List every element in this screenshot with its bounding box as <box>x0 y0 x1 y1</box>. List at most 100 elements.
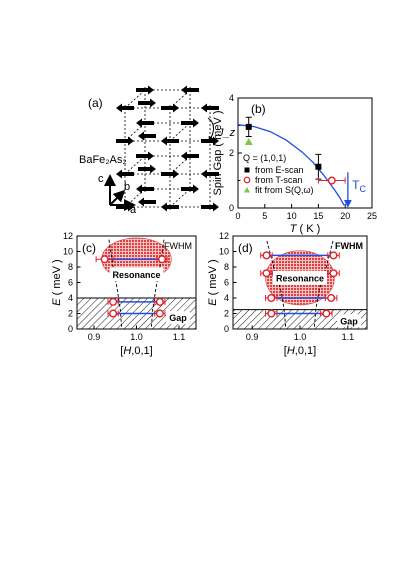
x-tick-label: 0.9 <box>88 332 101 342</box>
resonance-label: Resonance <box>276 273 324 283</box>
legend-label: from T-scan <box>255 175 302 185</box>
y-tick-label: 0 <box>229 203 234 213</box>
spin-arrow-head <box>116 103 122 113</box>
legend-marker-square <box>244 167 250 173</box>
x-tick-label: 1.0 <box>130 332 143 342</box>
x-tick-label: 10 <box>287 211 297 221</box>
dispersion-curve <box>108 239 123 327</box>
legend-header: Q = (1,0,1) <box>243 153 286 163</box>
fwhm-label: FWHM <box>164 241 192 251</box>
fwhm-label: FWHM <box>335 241 363 251</box>
data-point-triangle <box>244 138 253 145</box>
panel-d-dispersion-chart: Resonance Gap 0 2 4 6 8 10 12 0.9 1.0 1.1 (d) FWHM E (… <box>207 231 368 357</box>
fwhm-point <box>267 294 276 303</box>
fwhm-point <box>109 297 118 306</box>
spin-arrow-head <box>161 136 167 146</box>
panel-a-label: (a) <box>88 96 103 110</box>
gap-label: Gap <box>340 316 358 326</box>
legend-marker-circle <box>243 176 251 184</box>
spin-arrow-head <box>136 118 142 128</box>
fwhm-point <box>157 255 166 264</box>
y-tick-label: 0 <box>224 324 229 334</box>
axes-indicator: c b a <box>98 173 137 216</box>
panel-b-label: (b) <box>251 102 266 116</box>
gap-label-box <box>337 314 361 328</box>
panel-c-dispersion-chart: Resonance Gap 0 2 4 6 8 10 12 0.9 1.0 1.1 (c) FWHM E (… <box>51 231 197 357</box>
spin-arrow-head <box>150 164 156 174</box>
y-tick-label: 0 <box>68 324 73 334</box>
dispersion-curve <box>266 238 287 327</box>
spin-arrow-head <box>181 85 187 95</box>
x-axis-label: [H,0,1] <box>284 345 316 357</box>
y-axis-label: E ( meV ) <box>51 259 63 305</box>
spin-arrow-head <box>150 98 156 108</box>
resonance-label-box <box>109 267 164 282</box>
a-axis-label: a <box>130 204 137 216</box>
fwhm-point <box>262 269 271 278</box>
legend-label: from E-scan <box>255 165 304 175</box>
panel-b-ticks: 0 5 10 15 20 25 0 2 4 <box>229 93 377 221</box>
x-tick-label: 1.1 <box>342 332 355 342</box>
y-tick-label: 6 <box>68 278 73 288</box>
y-tick-label: 2 <box>224 309 229 319</box>
fwhm-point <box>109 309 118 318</box>
data-point-square <box>245 123 252 130</box>
y-tick-label: 8 <box>224 262 229 272</box>
gap-region <box>233 309 367 329</box>
x-tick-label: 20 <box>340 211 350 221</box>
y-tick-label: 6 <box>224 278 229 288</box>
resonance-label-box <box>273 270 327 285</box>
spin-arrow-head <box>136 184 142 194</box>
spin-arrow-head <box>193 184 199 194</box>
y-tick-label: 10 <box>219 247 229 257</box>
fwhm-point <box>322 309 331 318</box>
gap-label-box <box>166 311 190 325</box>
spin-arrow-head <box>128 136 134 146</box>
b-axis-arrow <box>109 189 126 206</box>
plot-area: Resonance Gap <box>233 238 367 329</box>
y-tick-label: 12 <box>219 231 229 241</box>
y-tick-label: 4 <box>229 93 234 103</box>
fwhm-point <box>262 251 271 260</box>
spin-arrow-head <box>213 136 219 146</box>
x-tick-label: 0 <box>235 211 240 221</box>
y-tick-label: 8 <box>68 262 73 272</box>
dispersion-curve <box>313 238 334 327</box>
fwhm-point <box>155 297 164 306</box>
fwhm-point <box>100 255 109 264</box>
jz-label: J_z <box>217 127 236 139</box>
spin-arrow-head <box>201 103 207 113</box>
y-tick-label: 4 <box>224 293 229 303</box>
panel-a-spin-lattice: (a) BaFe₂As₂ J_z c b a <box>79 85 236 216</box>
spin-arrow-head <box>193 118 199 128</box>
legend-marker-triangle <box>244 187 250 193</box>
spin-arrow-head <box>181 151 187 161</box>
y-tick-label: 2 <box>229 148 234 158</box>
resonance-label: Resonance <box>112 270 160 280</box>
panel-label: (c) <box>82 241 96 255</box>
fwhm-point <box>329 269 338 278</box>
data-point-circle <box>327 176 336 185</box>
x-tick-label: 1.0 <box>294 332 307 342</box>
plot-area: Resonance Gap <box>77 237 196 329</box>
jz-arrow <box>207 117 215 143</box>
spin-arrow-head <box>173 169 179 179</box>
compound-label: BaFe₂As₂ <box>79 154 127 166</box>
x-tick-label: 0.9 <box>246 332 259 342</box>
fwhm-point <box>155 309 164 318</box>
b-axis-label: b <box>124 181 130 193</box>
x-tick-label: 25 <box>367 211 377 221</box>
panel-b-x-axis-label: T ( K ) <box>290 223 321 235</box>
c-axis-label: c <box>98 173 104 185</box>
panel-b-y-axis-label: Spin Gap ( meV ) <box>212 111 224 196</box>
fit-curve <box>237 124 345 206</box>
spin-arrow-head <box>201 169 207 179</box>
x-tick-label: 15 <box>313 211 323 221</box>
spin-arrow-head <box>213 202 219 212</box>
spin-arrow-head <box>173 103 179 113</box>
y-axis-label: E ( meV ) <box>207 259 219 305</box>
spin-arrow-head <box>148 151 154 161</box>
fwhm-point <box>329 251 338 260</box>
lattice-diagonal-line <box>169 188 191 208</box>
